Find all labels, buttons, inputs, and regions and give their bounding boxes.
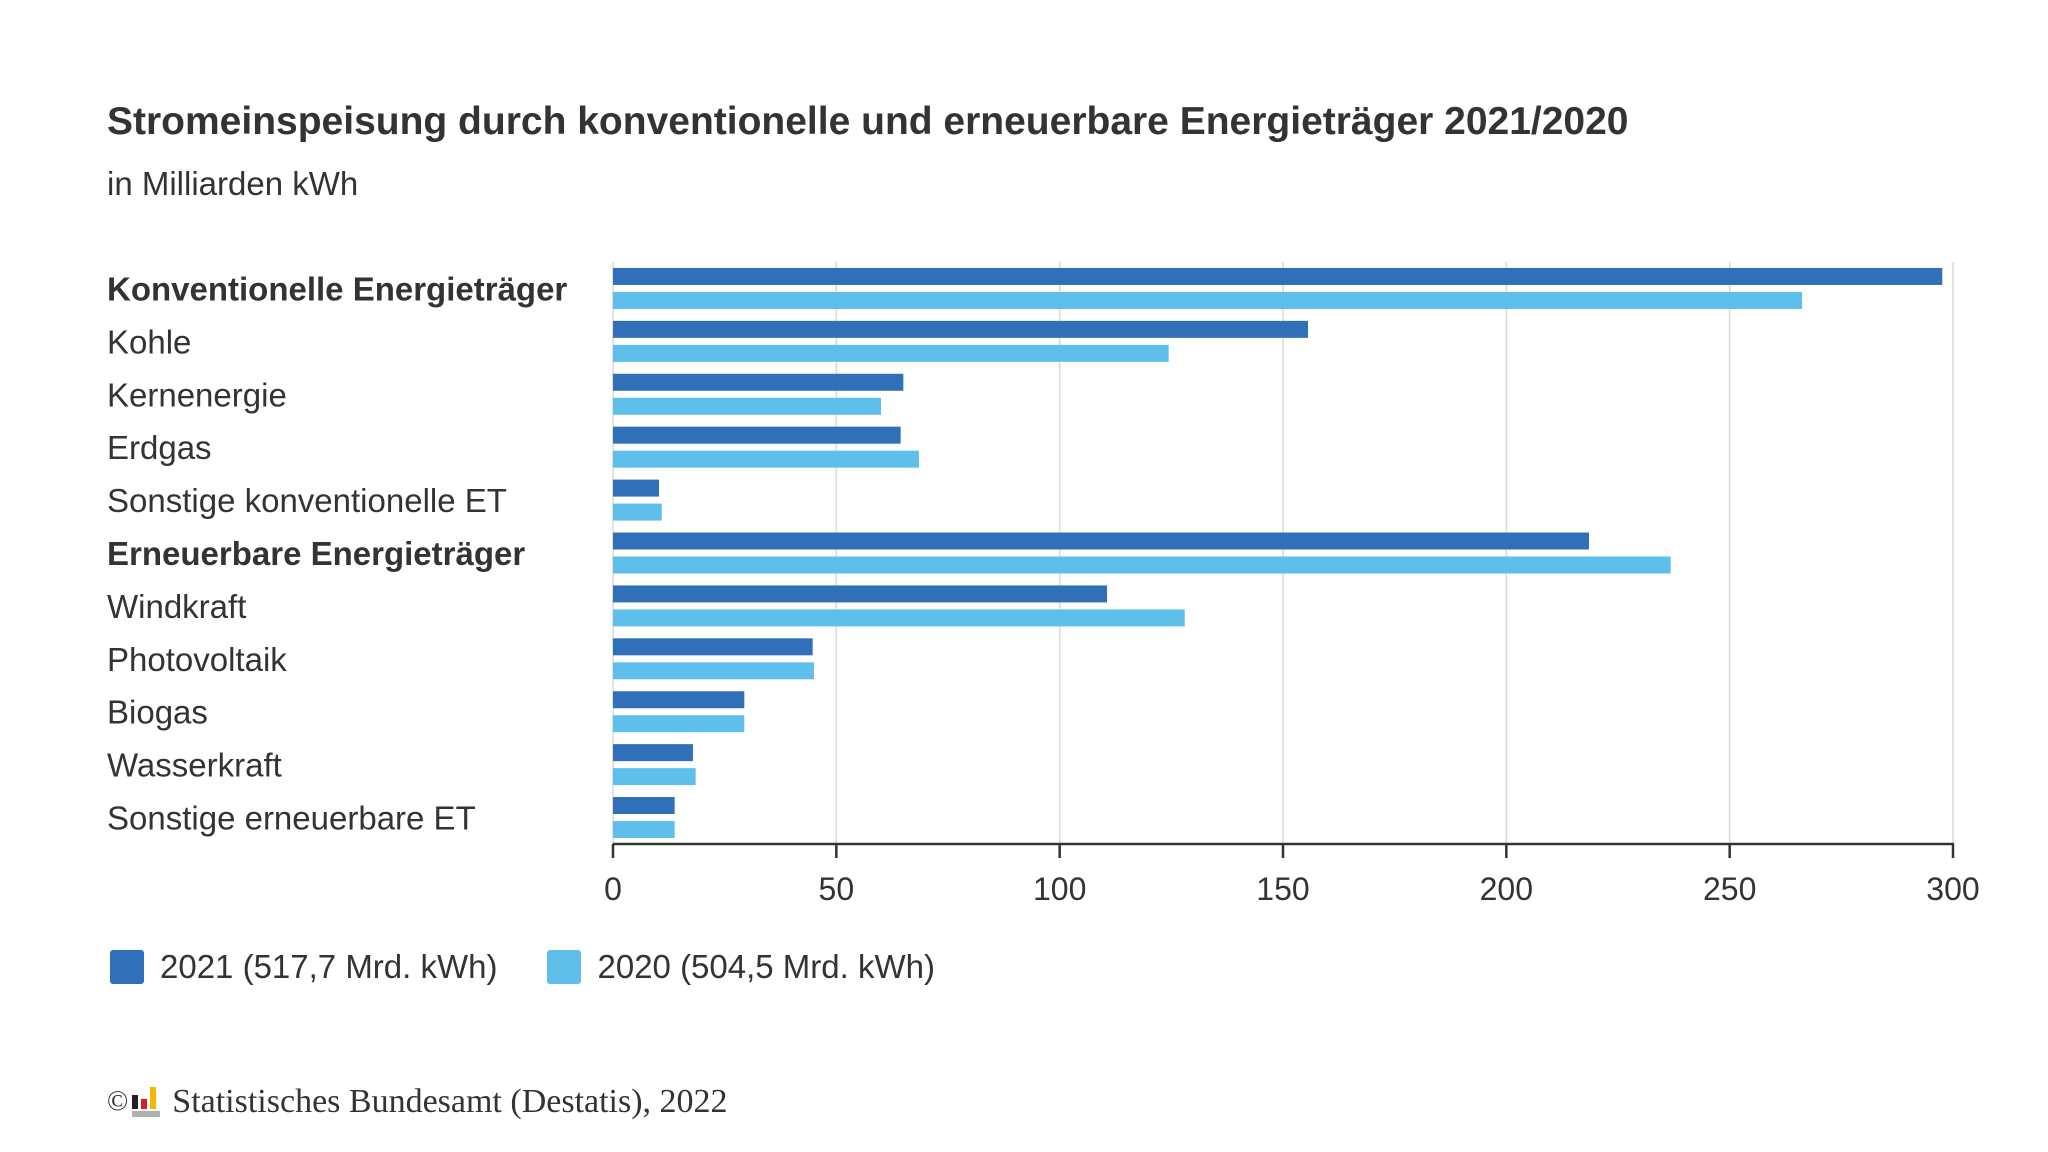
category-label-5: Erneuerbare Energieträger — [107, 535, 525, 572]
bar-2021-9[interactable] — [613, 744, 693, 762]
legend-item-2021[interactable]: 2021 (517,7 Mrd. kWh) — [110, 948, 497, 986]
bar-2020-4[interactable] — [613, 503, 662, 521]
tick-label-100: 100 — [1033, 871, 1086, 907]
category-label-3: Erdgas — [107, 429, 212, 466]
copyright-icon: © — [107, 1086, 129, 1117]
chart-subtitle: in Milliarden kWh — [107, 165, 359, 202]
category-label-10: Sonstige erneuerbare ET — [107, 800, 476, 837]
legend: 2021 (517,7 Mrd. kWh) 2020 (504,5 Mrd. k… — [110, 948, 985, 986]
bar-2020-9[interactable] — [613, 768, 696, 786]
legend-label-2020: 2020 (504,5 Mrd. kWh) — [597, 948, 935, 985]
bars — [613, 267, 1943, 839]
bar-2021-6[interactable] — [613, 585, 1108, 603]
bar-2021-5[interactable] — [613, 532, 1589, 550]
tick-label-0: 0 — [604, 871, 622, 907]
x-axis: 0 50 100 150 200 250 300 — [604, 842, 1980, 907]
legend-swatch-2020 — [547, 950, 582, 984]
tick-label-250: 250 — [1703, 871, 1756, 907]
bar-2021-7[interactable] — [613, 638, 813, 656]
category-label-0: Konventionelle Energieträger — [107, 270, 567, 307]
bar-2021-4[interactable] — [613, 479, 660, 497]
category-label-2: Kernenergie — [107, 376, 287, 413]
bar-2020-8[interactable] — [613, 715, 745, 733]
category-label-8: Biogas — [107, 694, 208, 731]
category-label-7: Photovoltaik — [107, 641, 287, 678]
bar-2020-0[interactable] — [613, 291, 1803, 309]
category-label-9: Wasserkraft — [107, 747, 282, 784]
bar-2020-1[interactable] — [613, 344, 1169, 362]
category-label-1: Kohle — [107, 323, 191, 360]
category-label-4: Sonstige konventionelle ET — [107, 482, 507, 519]
bar-2020-7[interactable] — [613, 662, 814, 680]
tick-label-200: 200 — [1480, 871, 1533, 907]
bar-2021-0[interactable] — [613, 267, 1943, 285]
bar-2020-6[interactable] — [613, 609, 1185, 627]
tick-label-50: 50 — [819, 871, 855, 907]
bar-2020-5[interactable] — [613, 556, 1671, 574]
bar-2021-3[interactable] — [613, 426, 901, 444]
chart-title: Stromeinspeisung durch konventionelle un… — [107, 100, 1629, 143]
bar-2020-3[interactable] — [613, 450, 919, 468]
source-text: Statistisches Bundesamt (Destatis), 2022 — [172, 1083, 728, 1120]
legend-item-2020[interactable]: 2020 (504,5 Mrd. kWh) — [547, 948, 935, 986]
tick-label-300: 300 — [1926, 871, 1979, 907]
tick-label-150: 150 — [1256, 871, 1309, 907]
legend-label-2021: 2021 (517,7 Mrd. kWh) — [160, 948, 498, 985]
bar-2020-10[interactable] — [613, 821, 675, 839]
bar-2021-1[interactable] — [613, 320, 1309, 338]
bar-2020-2[interactable] — [613, 397, 881, 415]
bar-2021-2[interactable] — [613, 373, 904, 391]
source-footer: © Statistisches Bundesamt (Destatis), 20… — [107, 1083, 728, 1121]
legend-swatch-2021 — [110, 950, 144, 984]
bar-2021-8[interactable] — [613, 691, 745, 709]
category-labels: Konventionelle Energieträger Kohle Kernene… — [107, 270, 567, 836]
destatis-logo-icon — [132, 1087, 161, 1117]
category-label-6: Windkraft — [107, 588, 246, 625]
bar-2021-10[interactable] — [613, 797, 675, 815]
